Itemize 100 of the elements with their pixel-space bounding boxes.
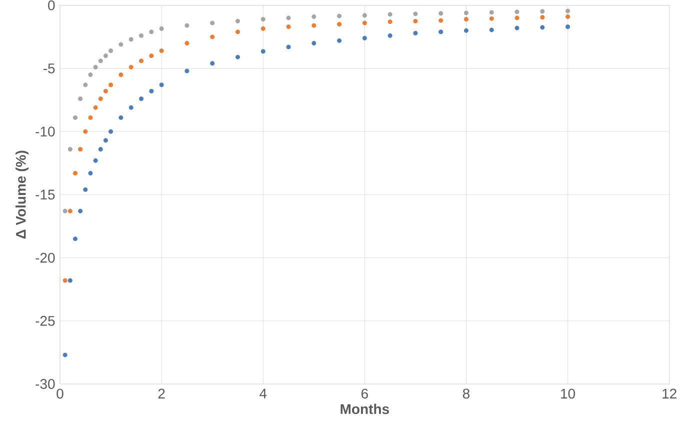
point: [566, 14, 570, 19]
point: [413, 18, 418, 24]
y-tick-label: -5: [43, 64, 55, 74]
point: [514, 10, 520, 14]
point: [260, 49, 266, 54]
point: [103, 88, 108, 94]
point: [88, 72, 93, 78]
point: [210, 61, 215, 66]
y-tick-label: -25: [36, 316, 55, 326]
point: [438, 18, 444, 23]
point: [184, 23, 190, 28]
point: [149, 30, 154, 34]
point: [312, 23, 316, 28]
point: [83, 129, 88, 134]
y-tick-label: -10: [36, 126, 55, 137]
point: [413, 12, 418, 16]
point: [68, 146, 72, 152]
x-tick-label: 12: [662, 388, 676, 398]
point: [260, 26, 266, 31]
point: [68, 278, 72, 283]
point: [413, 30, 418, 36]
point: [98, 96, 103, 102]
point: [118, 72, 124, 78]
point: [566, 8, 570, 14]
point: [62, 278, 68, 283]
point: [88, 115, 93, 120]
x-tick-label: 2: [158, 388, 165, 398]
point: [68, 208, 72, 214]
x-tick-label: 6: [361, 388, 368, 399]
point: [103, 138, 108, 143]
point: [388, 19, 392, 24]
point: [388, 12, 392, 17]
point: [88, 170, 93, 176]
point: [93, 158, 98, 163]
point: [98, 58, 103, 64]
y-axis-title: Δ Volume (%): [16, 150, 29, 239]
point: [138, 58, 144, 64]
point: [464, 28, 468, 33]
y-tick-label: -20: [36, 252, 55, 263]
y-tick-label: -30: [36, 379, 55, 389]
point: [138, 96, 144, 102]
x-axis-title: Months: [340, 404, 389, 414]
point: [286, 16, 291, 20]
point: [108, 129, 114, 134]
point: [72, 115, 78, 120]
point: [438, 11, 444, 16]
point: [464, 16, 468, 22]
point: [159, 26, 164, 31]
point: [438, 30, 444, 34]
point: [362, 13, 367, 18]
point: [489, 10, 494, 15]
point: [540, 25, 545, 30]
point: [489, 28, 494, 32]
point: [159, 82, 164, 88]
point: [103, 54, 108, 58]
point: [260, 16, 266, 22]
point: [98, 146, 103, 152]
point: [337, 38, 342, 43]
point: [540, 15, 545, 20]
point: [78, 146, 83, 152]
x-tick-label: 0: [56, 388, 64, 399]
point: [388, 33, 392, 38]
point: [312, 40, 316, 46]
point: [235, 18, 240, 24]
point: [159, 48, 164, 54]
point: [78, 208, 83, 214]
point: [540, 9, 545, 14]
point: [118, 42, 124, 47]
x-tick-label: 8: [462, 388, 470, 399]
point: [514, 16, 520, 20]
point: [312, 14, 316, 19]
point: [514, 26, 520, 30]
point: [210, 34, 215, 40]
y-tick-label: -15: [36, 190, 55, 200]
point: [93, 105, 98, 110]
point: [118, 115, 124, 120]
point: [286, 24, 291, 30]
point: [362, 20, 367, 26]
point: [489, 16, 494, 21]
x-tick-label: 10: [561, 388, 576, 399]
point: [83, 82, 88, 88]
point: [138, 33, 144, 38]
point: [78, 96, 83, 102]
point: [128, 37, 134, 42]
point: [362, 36, 367, 40]
point: [337, 14, 342, 18]
point: [128, 64, 134, 70]
point: [83, 187, 88, 192]
point: [235, 54, 240, 60]
point: [62, 208, 68, 214]
y-tick-label: 0: [48, 0, 55, 10]
point: [108, 82, 114, 88]
point: [93, 64, 98, 70]
point: [72, 170, 78, 176]
point: [210, 20, 215, 26]
point: [337, 22, 342, 27]
point: [184, 68, 190, 74]
point: [108, 48, 114, 54]
point: [464, 10, 468, 16]
point: [149, 54, 154, 58]
